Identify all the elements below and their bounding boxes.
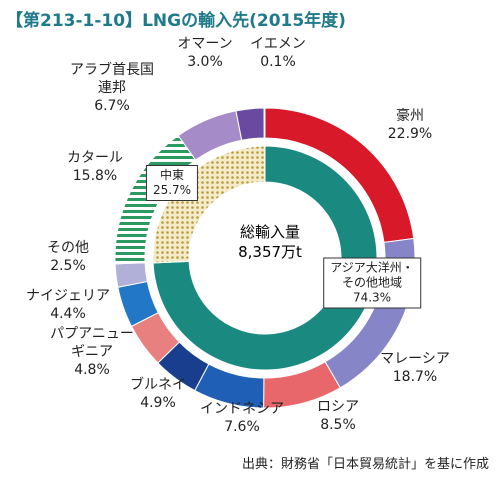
value-label: 7.6% xyxy=(224,419,260,435)
value-label: 0.1% xyxy=(260,54,296,70)
category-label: アジア大洋州・ その他地域 xyxy=(330,260,414,290)
center-label: 総輸入量 8,357万t xyxy=(238,222,302,262)
slice-label: イエメン 0.1% xyxy=(213,35,343,71)
category-label: 豪州 xyxy=(396,108,424,124)
slice-label: インドネシア 7.6% xyxy=(177,400,307,436)
chart-title: 【第213-1-10】LNGの輸入先(2015年度) xyxy=(6,11,346,31)
slice-label: ナイジェリア 4.4% xyxy=(3,287,133,323)
value-label: 15.8% xyxy=(72,168,118,184)
category-label: オマーン xyxy=(177,36,233,52)
value-label: 25.7% xyxy=(152,183,192,197)
slice-label: マレーシア 18.7% xyxy=(350,350,480,386)
inner-label: 中東 25.7% xyxy=(145,165,199,201)
value-label: 6.7% xyxy=(94,98,130,114)
value-label: 4.4% xyxy=(50,306,86,322)
slice-label: 豪州 22.9% xyxy=(345,107,475,143)
value-label: 4.8% xyxy=(74,362,110,378)
category-label: アラブ首長国 連邦 xyxy=(70,62,154,96)
category-label: 中東 xyxy=(159,168,184,182)
category-label: マレーシア xyxy=(380,351,450,367)
slice-label: ロシア 8.5% xyxy=(273,398,403,434)
outer-slice xyxy=(263,107,266,139)
category-label: ロシア xyxy=(317,399,359,415)
slice-label: その他 2.5% xyxy=(3,239,133,275)
slice-label: パプアニュー ギニア 4.8% xyxy=(27,325,157,379)
source-note: 出典：財務省「日本貿易統計」を基に作成 xyxy=(241,457,489,472)
category-label: カタール xyxy=(67,150,123,166)
inner-label: アジア大洋州・ その他地域 74.3% xyxy=(323,257,421,309)
center-value: 8,357万t xyxy=(238,243,302,261)
value-label: 74.3% xyxy=(352,290,392,305)
category-label: ナイジェリア xyxy=(26,288,110,304)
value-label: 22.9% xyxy=(387,126,433,142)
category-label: パプアニュー ギニア xyxy=(50,326,134,360)
category-label: ブルネイ xyxy=(130,377,186,393)
value-label: 18.7% xyxy=(392,369,438,385)
category-label: イエメン xyxy=(250,36,306,52)
slice-label: アラブ首長国 連邦 6.7% xyxy=(47,61,177,115)
value-label: 4.9% xyxy=(140,395,176,411)
slice-label: ブルネイ 4.9% xyxy=(93,376,223,412)
value-label: 8.5% xyxy=(320,417,356,433)
value-label: 2.5% xyxy=(50,258,86,274)
inner-slice xyxy=(152,145,266,264)
value-label: 3.0% xyxy=(187,54,223,70)
slice-label: オマーン 3.0% xyxy=(140,35,270,71)
slice-label: カタール 15.8% xyxy=(30,149,160,185)
category-label: その他 xyxy=(47,240,89,256)
center-title: 総輸入量 xyxy=(239,223,301,241)
category-label: インドネシア xyxy=(200,401,284,417)
